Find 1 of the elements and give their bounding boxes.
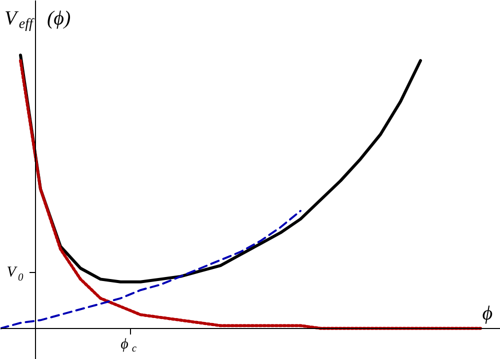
x-axis-title: ϕ bbox=[482, 302, 493, 324]
